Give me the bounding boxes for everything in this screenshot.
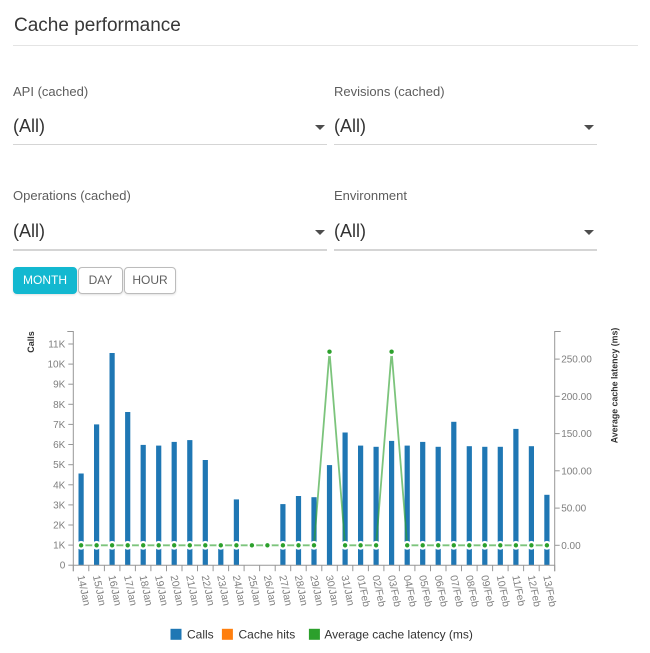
svg-text:24/Jan: 24/Jan (230, 574, 247, 607)
svg-text:09/Feb: 09/Feb (478, 574, 495, 608)
svg-text:19/Jan: 19/Jan (152, 574, 169, 607)
svg-text:Average cache latency (ms): Average cache latency (ms) (609, 328, 619, 444)
svg-text:0.00: 0.00 (561, 541, 581, 552)
svg-text:05/Feb: 05/Feb (416, 574, 433, 608)
svg-text:150.00: 150.00 (561, 429, 592, 440)
svg-text:Average cache latency (ms): Average cache latency (ms) (324, 628, 473, 642)
svg-text:7K: 7K (53, 420, 66, 431)
svg-text:Calls: Calls (26, 331, 36, 353)
svg-text:4K: 4K (53, 480, 66, 491)
svg-text:02/Feb: 02/Feb (369, 574, 386, 608)
svg-text:11K: 11K (48, 340, 65, 351)
svg-text:17/Jan: 17/Jan (121, 574, 138, 607)
svg-text:Cache hits: Cache hits (239, 628, 296, 642)
svg-text:11/Feb: 11/Feb (509, 574, 526, 607)
svg-text:8K: 8K (53, 400, 66, 411)
svg-text:5K: 5K (53, 460, 66, 471)
svg-text:04/Feb: 04/Feb (401, 574, 418, 608)
svg-text:31/Jan: 31/Jan (338, 574, 355, 607)
svg-text:15/Jan: 15/Jan (90, 574, 107, 607)
svg-text:26/Jan: 26/Jan (261, 574, 278, 607)
svg-text:100.00: 100.00 (561, 466, 592, 477)
svg-text:30/Jan: 30/Jan (323, 574, 340, 607)
svg-text:22/Jan: 22/Jan (199, 574, 216, 607)
svg-text:27/Jan: 27/Jan (276, 574, 293, 607)
svg-text:13/Feb: 13/Feb (540, 574, 557, 608)
svg-text:03/Feb: 03/Feb (385, 574, 402, 608)
svg-text:12/Feb: 12/Feb (525, 574, 542, 608)
svg-text:14/Jan: 14/Jan (74, 574, 91, 607)
svg-text:200.00: 200.00 (561, 392, 592, 403)
svg-text:23/Jan: 23/Jan (214, 574, 231, 607)
svg-text:1K: 1K (53, 541, 66, 552)
svg-text:07/Feb: 07/Feb (447, 574, 464, 608)
svg-text:Calls: Calls (187, 628, 214, 642)
svg-text:20/Jan: 20/Jan (168, 574, 185, 607)
svg-text:28/Jan: 28/Jan (292, 574, 309, 607)
svg-text:08/Feb: 08/Feb (463, 574, 480, 608)
svg-text:250.00: 250.00 (561, 355, 592, 366)
svg-text:21/Jan: 21/Jan (183, 574, 200, 607)
svg-text:18/Jan: 18/Jan (137, 574, 154, 607)
svg-text:10K: 10K (48, 360, 66, 371)
svg-text:2K: 2K (53, 521, 66, 532)
svg-text:9K: 9K (53, 380, 66, 391)
svg-text:25/Jan: 25/Jan (245, 574, 262, 607)
svg-text:6K: 6K (53, 440, 66, 451)
svg-text:3K: 3K (53, 500, 66, 511)
svg-text:10/Feb: 10/Feb (494, 574, 511, 608)
svg-text:50.00: 50.00 (561, 504, 586, 515)
svg-text:16/Jan: 16/Jan (105, 574, 122, 607)
svg-text:29/Jan: 29/Jan (307, 574, 324, 607)
svg-text:01/Feb: 01/Feb (354, 574, 371, 608)
svg-text:0: 0 (60, 561, 66, 572)
svg-text:06/Feb: 06/Feb (432, 574, 449, 608)
